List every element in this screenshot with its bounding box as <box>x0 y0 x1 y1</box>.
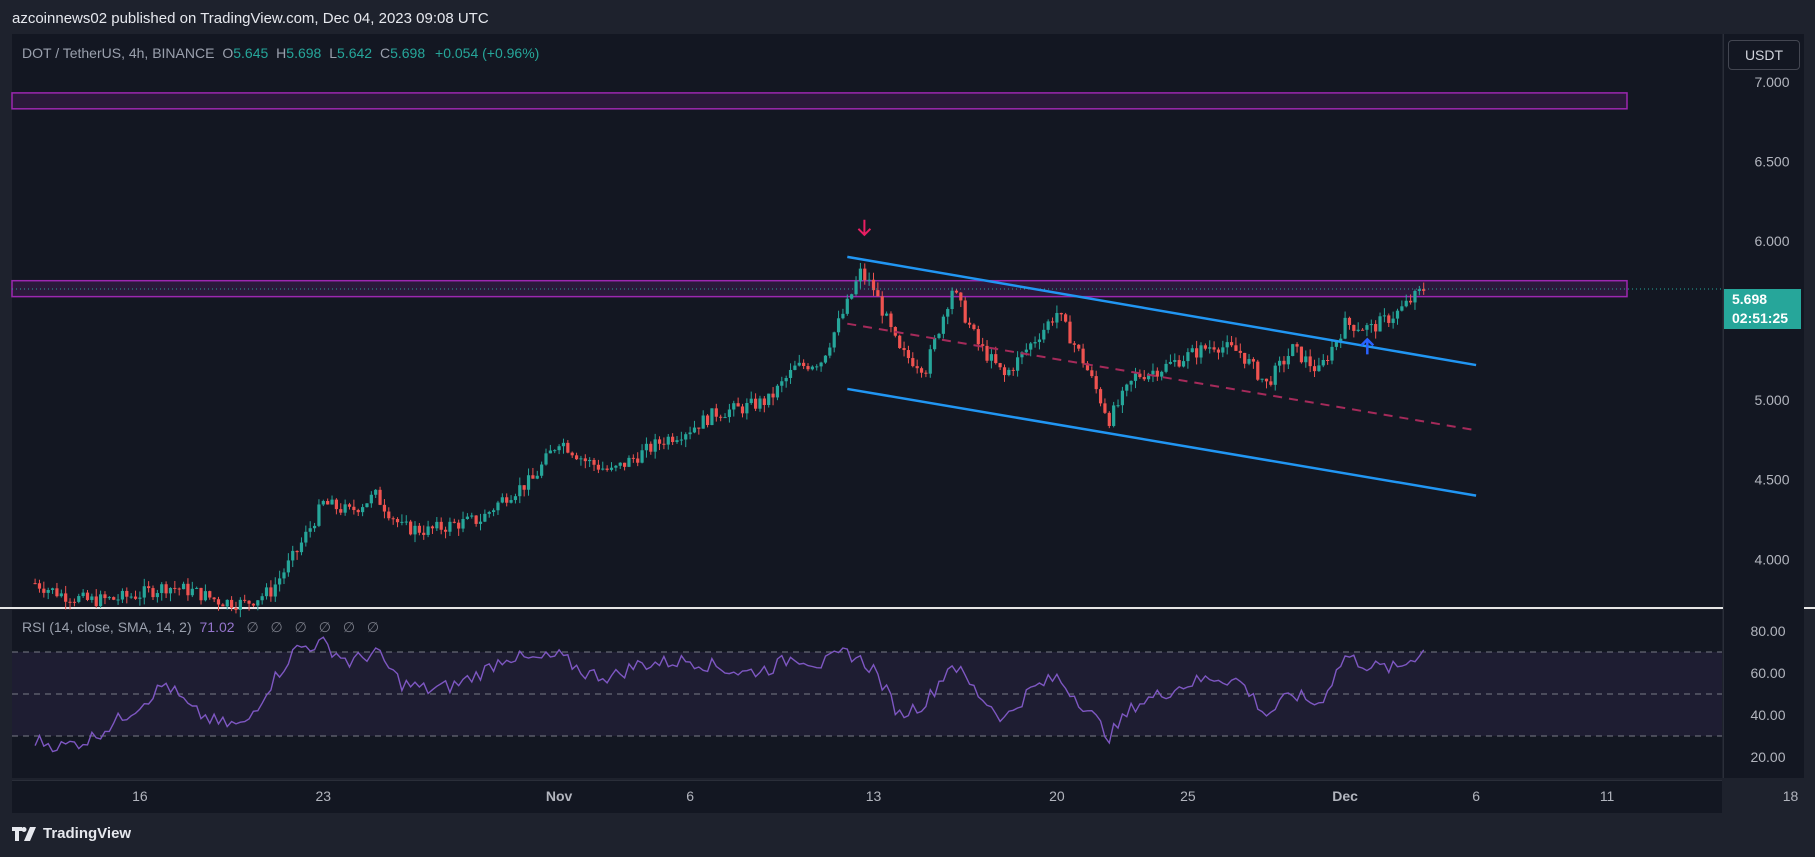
close-key: C <box>379 45 391 61</box>
low-key: L <box>329 45 338 61</box>
pane-separator[interactable] <box>0 607 1815 609</box>
nan-value: ∅ <box>366 619 380 635</box>
publisher-line: azcoinnews02 published on TradingView.co… <box>12 10 489 27</box>
last-price-badge: 5.698 02:51:25 <box>1724 289 1801 329</box>
rsi-label[interactable]: RSI (14, close, SMA, 14, 2) <box>22 619 192 635</box>
last-price-value: 5.698 <box>1732 291 1768 307</box>
currency-button[interactable]: USDT <box>1728 40 1800 70</box>
tradingview-logo[interactable]: TradingView <box>12 825 131 842</box>
nan-value: ∅ <box>342 619 356 635</box>
low-value: 5.642 <box>337 45 373 61</box>
price-pane[interactable] <box>12 34 1722 608</box>
brand-name: TradingView <box>43 825 132 842</box>
nan-value: ∅ <box>318 619 331 635</box>
nan-value: ∅ <box>246 619 259 635</box>
tradingview-logo-icon <box>12 826 36 841</box>
nan-value: ∅ <box>270 619 283 635</box>
price-scale[interactable] <box>1723 34 1804 778</box>
bar-countdown: 02:51:25 <box>1732 310 1789 326</box>
open-value: 5.645 <box>233 45 269 61</box>
open-key: O <box>222 45 234 61</box>
ohlc-legend: DOT / TetherUS, 4h, BINANCE O5.645 H5.69… <box>22 45 539 61</box>
rsi-value: 71.02 <box>199 619 235 635</box>
high-value: 5.698 <box>286 45 322 61</box>
change-value: +0.054 (+0.96%) <box>435 45 540 61</box>
close-value: 5.698 <box>390 45 426 61</box>
time-axis[interactable] <box>12 780 1722 813</box>
rsi-legend: RSI (14, close, SMA, 14, 2) 71.02 ∅ ∅ ∅ … <box>22 619 379 636</box>
time-tick-label: 18 <box>1783 788 1799 804</box>
symbol-label[interactable]: DOT / TetherUS, 4h, BINANCE <box>22 45 215 61</box>
high-key: H <box>276 45 287 61</box>
nan-value: ∅ <box>294 619 307 635</box>
